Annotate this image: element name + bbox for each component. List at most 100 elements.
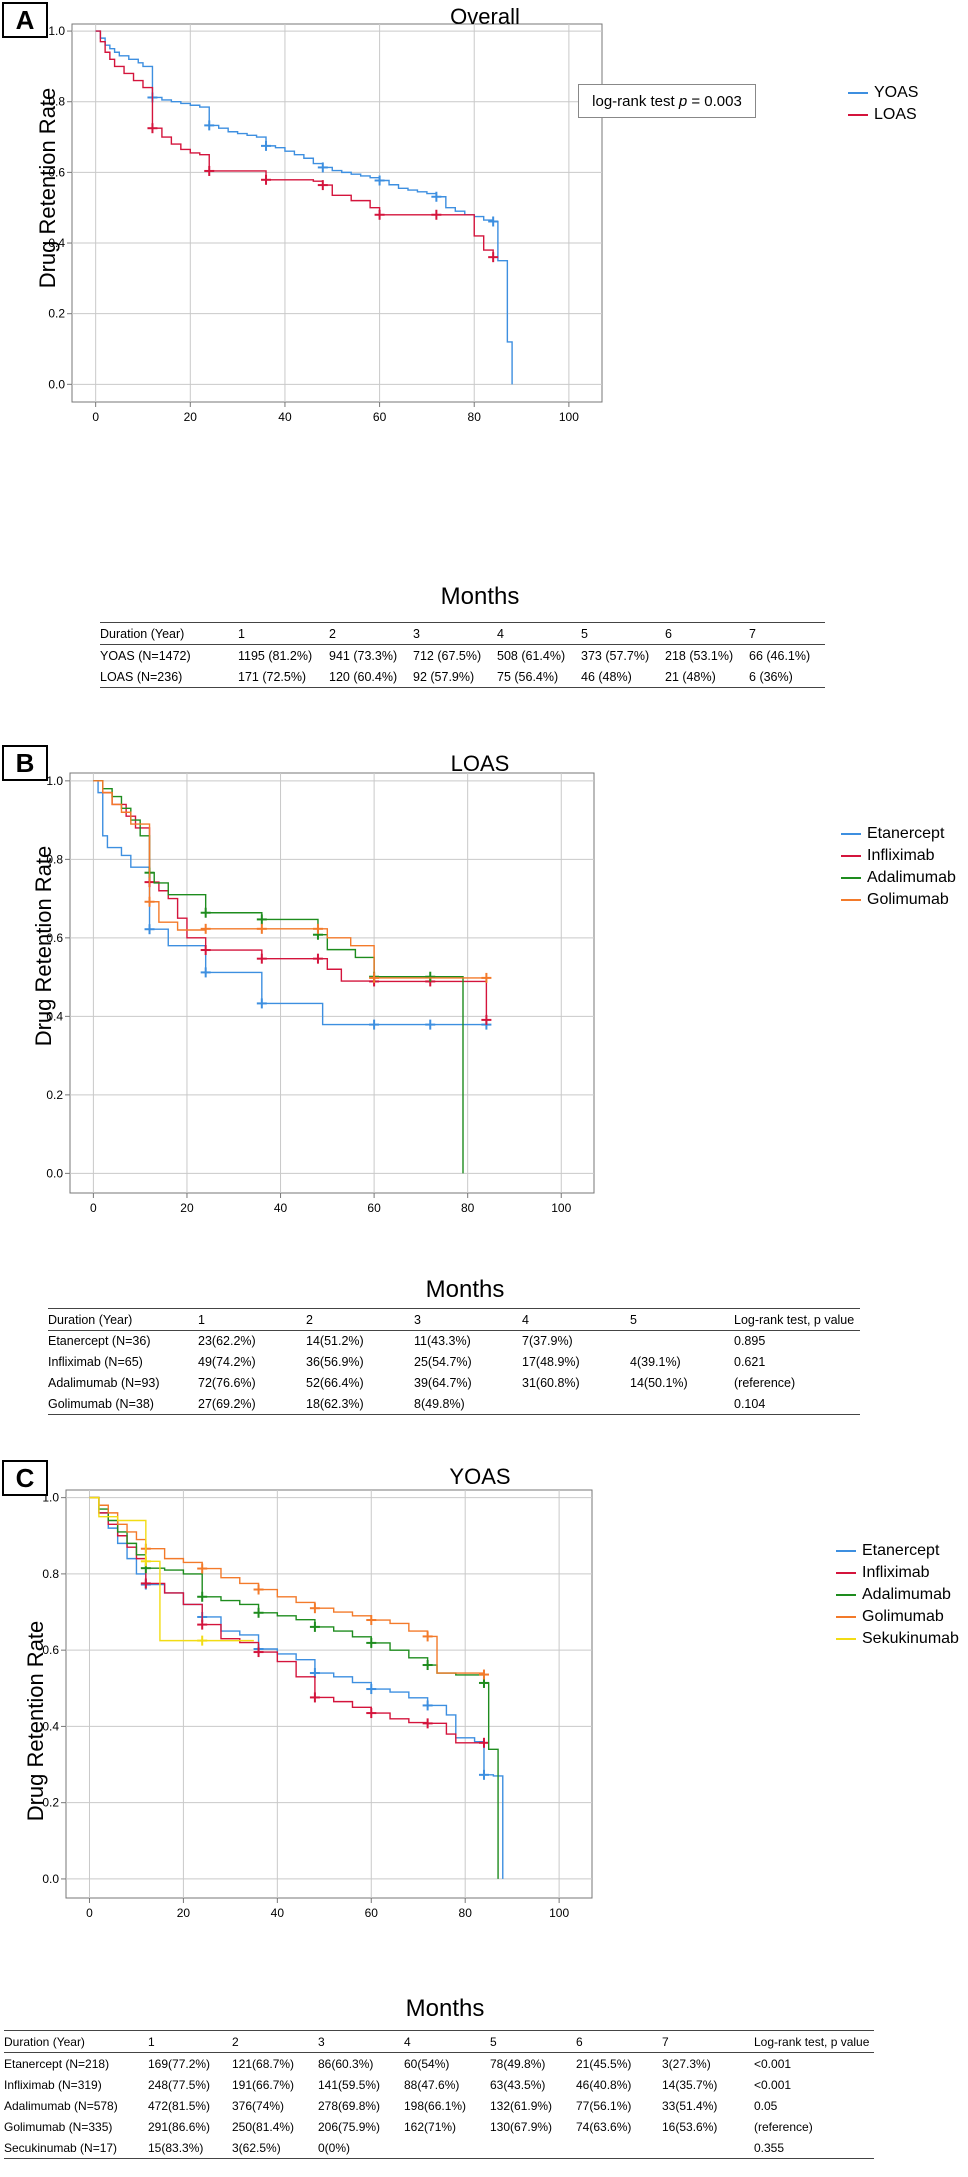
table-header-cell: Duration (Year): [100, 622, 238, 645]
table-cell: 191(66.7%): [232, 2077, 295, 2092]
table-cell: 291(86.6%): [148, 2119, 211, 2134]
legend-swatch-yoas: [848, 92, 868, 94]
panel-a: 0 20 40 60 80 100 0.0 0.2 0.4 0.6 0.8 1.0 A Overall…: [0, 0, 968, 712]
chart-a-svg: 0 20 40 60 80 100 0.0 0.2 0.4 0.6 0.8 1.0: [48, 23, 603, 424]
x-tick-label: 80: [459, 1906, 473, 1920]
table-cell: 72(76.6%): [198, 1375, 256, 1390]
table-cell: 23(62.2%): [198, 1333, 256, 1348]
chart-title-a: Overall: [450, 4, 520, 29]
legend-label-yoas: YOAS: [874, 84, 919, 101]
legend-swatch-etanercept: [836, 1550, 856, 1552]
legend-swatch-infliximab: [841, 855, 861, 857]
table-cell: 130(67.9%): [490, 2119, 553, 2134]
table-header-cell: 1: [148, 2030, 232, 2053]
legend-item-etanercept: Etanercept: [841, 823, 956, 845]
panel-b: 0 20 40 60 80 100 0.0 0.2 0.4 0.6 0.8 1.0 B LOAS Dr…: [0, 745, 968, 1350]
y-tick-label: 0.0: [46, 1166, 63, 1180]
table-cell: 198(66.1%): [404, 2098, 467, 2113]
table-cell: (reference): [734, 1375, 796, 1390]
y-tick-label: 0.4: [46, 1009, 63, 1023]
x-tick-label: 100: [551, 1201, 571, 1215]
logrank-p-a: p: [678, 92, 688, 110]
table-row: Etanercept (N=36) 23(62.2%) 14(51.2%) 11…: [48, 1330, 860, 1351]
chart-b-svg: 0 20 40 60 80 100 0.0 0.2 0.4 0.6 0.8 1.0: [46, 772, 595, 1215]
table-cell: 18(62.3%): [306, 1393, 414, 1415]
table-cell: 86(60.3%): [318, 2056, 374, 2071]
table-cell: 60(54%): [404, 2056, 450, 2071]
legend-label-adalimumab: Adalimumab: [862, 1586, 951, 1603]
table-header-row: Duration (Year) 1 2 3 4 5 6 7: [100, 622, 825, 645]
table-cell: 0.895: [734, 1333, 766, 1348]
legend-label-etanercept: Etanercept: [867, 825, 945, 842]
legend-item-sekukinumab: Sekukinumab: [836, 1628, 959, 1650]
table-cell: 25(54.7%): [414, 1354, 472, 1369]
legend-swatch-sekukinumab: [836, 1638, 856, 1640]
legend-label-loas: LOAS: [874, 106, 917, 123]
table-header-cell: 3: [318, 2030, 404, 2053]
table-cell: 141(59.5%): [318, 2077, 381, 2092]
table-cell: 49(74.2%): [198, 1354, 256, 1369]
table-cell: 16(53.6%): [662, 2119, 718, 2134]
chart-title-c: YOAS: [449, 1464, 511, 1489]
survival-curve-golimumab: [89, 1496, 485, 1675]
x-axis-label-c: Months: [405, 1995, 485, 2022]
table-cell: Etanercept (N=36): [48, 1333, 151, 1348]
table-row: Golimumab (N=38) 27(69.2%) 18(62.3%) 8(4…: [48, 1393, 860, 1415]
table-header-cell: 2: [232, 2030, 318, 2053]
table-header-cell: 3: [413, 622, 498, 645]
table-cell: 132(61.9%): [490, 2098, 553, 2113]
table-cell: 39(64.7%): [414, 1375, 472, 1390]
y-tick-label: 0.0: [42, 1872, 59, 1886]
table-header-row: Duration (Year) 1 2 3 4 5 Log-rank test,…: [48, 1308, 860, 1331]
table-header-cell: 4: [497, 622, 582, 645]
y-tick-label: 0.6: [42, 1643, 59, 1657]
y-tick-label: 0.6: [48, 165, 65, 179]
table-cell: 7(37.9%): [522, 1333, 573, 1348]
table-cell: YOAS (N=1472): [100, 648, 191, 663]
table-cell: 74(63.6%): [576, 2119, 632, 2134]
x-tick-label: 40: [278, 410, 292, 424]
survival-curve-yoas: [95, 30, 513, 385]
table-cell: Golimumab (N=38): [48, 1393, 198, 1415]
table-cell: 162(71%): [404, 2119, 457, 2134]
table-cell: 3(27.3%): [662, 2056, 711, 2071]
legend-label-golimumab: Golimumab: [862, 1608, 944, 1625]
table-cell: 1195 (81.2%): [238, 648, 313, 663]
y-axis-label-c: Drug Retention Rate: [23, 1620, 48, 1822]
data-table-c: Duration (Year) 1 2 3 4 5 6 7 Log-rank t…: [4, 2030, 874, 2159]
table-header-row: Duration (Year) 1 2 3 4 5 6 7 Log-rank t…: [4, 2030, 874, 2053]
table-cell: Secukinumab (N=17): [4, 2137, 148, 2159]
table-cell: 373 (57.7%): [581, 648, 650, 663]
legend-label-infliximab: Infliximab: [867, 847, 935, 864]
table-row: Infliximab (N=319) 248(77.5%) 191(66.7%)…: [4, 2074, 874, 2095]
table-cell: [490, 2137, 576, 2159]
table-cell: 278(69.8%): [318, 2098, 381, 2113]
table-cell: <0.001: [754, 2056, 792, 2071]
table-cell: 21 (48%): [665, 666, 750, 688]
table-cell: 11(43.3%): [414, 1333, 471, 1348]
x-tick-label: 80: [468, 410, 482, 424]
y-tick-label: 0.6: [46, 931, 63, 945]
y-tick-label: 0.8: [42, 1567, 59, 1581]
table-header-cell: 5: [630, 1308, 734, 1331]
chart-title-b: LOAS: [450, 751, 510, 776]
table-header-cell: 7: [662, 2030, 754, 2053]
logrank-box-a: log-rank test p = 0.003: [578, 84, 756, 118]
legend-swatch-golimumab: [841, 899, 861, 901]
table-cell: (reference): [754, 2119, 813, 2134]
table-header-cell: Log-rank test, p value: [754, 2030, 874, 2053]
survival-curve-etanercept: [93, 780, 487, 1026]
y-tick-label: 0.0: [48, 377, 65, 391]
table-cell: 8(49.8%): [414, 1393, 522, 1415]
table-cell: 171 (72.5%): [238, 666, 330, 688]
x-tick-label: 20: [177, 1906, 191, 1920]
table-cell: Adalimumab (N=93): [48, 1375, 160, 1390]
table-cell: 712 (67.5%): [413, 648, 482, 663]
table-header-cell: Duration (Year): [48, 1308, 198, 1331]
legend-label-golimumab: Golimumab: [867, 891, 949, 908]
x-tick-label: 20: [184, 410, 198, 424]
legend-item-adalimumab: Adalimumab: [841, 867, 956, 889]
legend-item-loas: LOAS: [848, 104, 918, 126]
table-cell: 218 (53.1%): [665, 648, 734, 663]
table-header-cell: 1: [238, 622, 330, 645]
